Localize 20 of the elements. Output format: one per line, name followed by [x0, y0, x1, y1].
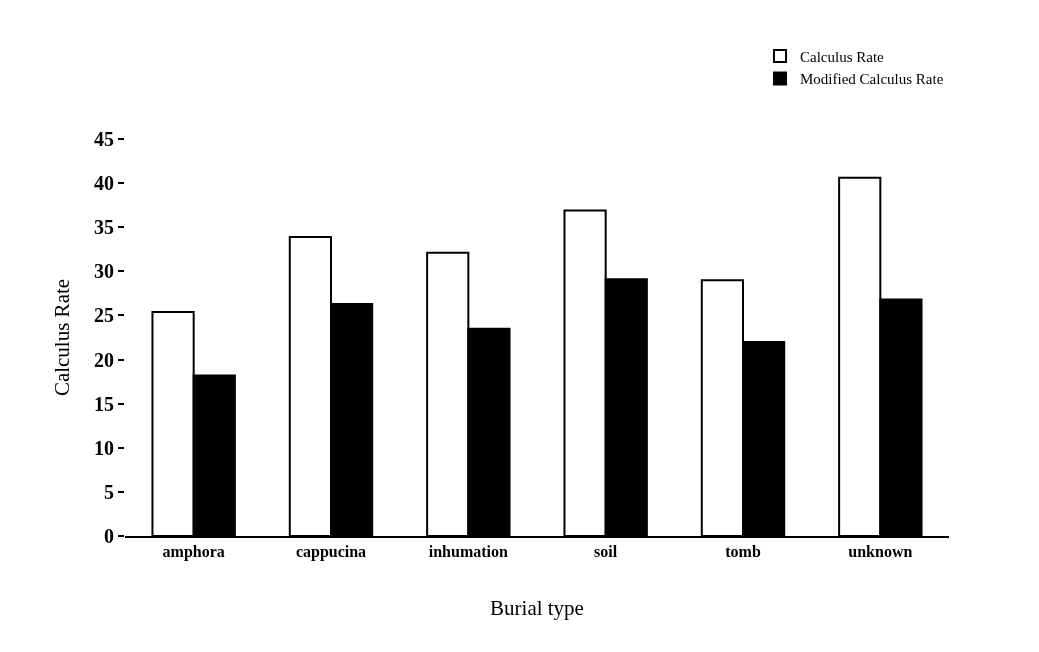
y-tick-label: 15	[94, 392, 114, 415]
y-tick-label: 10	[94, 436, 114, 459]
y-tick-label: 0	[104, 525, 114, 547]
x-axis-title: Burial type	[490, 595, 584, 620]
y-tick-label: 20	[94, 348, 114, 371]
legend-label: Calculus Rate	[800, 48, 885, 65]
y-tick-label: 40	[94, 172, 114, 195]
x-tick-label: tomb	[725, 543, 761, 561]
y-tick-label: 5	[104, 480, 114, 503]
x-tick-label: soil	[594, 543, 618, 561]
y-tick-label: 25	[94, 304, 114, 327]
x-tick-label: unknown	[848, 543, 913, 561]
y-axis-title: Calculus Rate	[50, 278, 75, 397]
x-tick-label: amphora	[162, 543, 225, 562]
x-tick-label: inhumation	[428, 543, 508, 561]
y-tick-label: 45	[94, 128, 114, 150]
legend-label: Modified Calculus Rate	[800, 71, 944, 88]
x-tick-label: cappucina	[295, 543, 367, 562]
y-tick-label: 30	[94, 260, 114, 283]
y-tick-label: 35	[94, 216, 114, 239]
